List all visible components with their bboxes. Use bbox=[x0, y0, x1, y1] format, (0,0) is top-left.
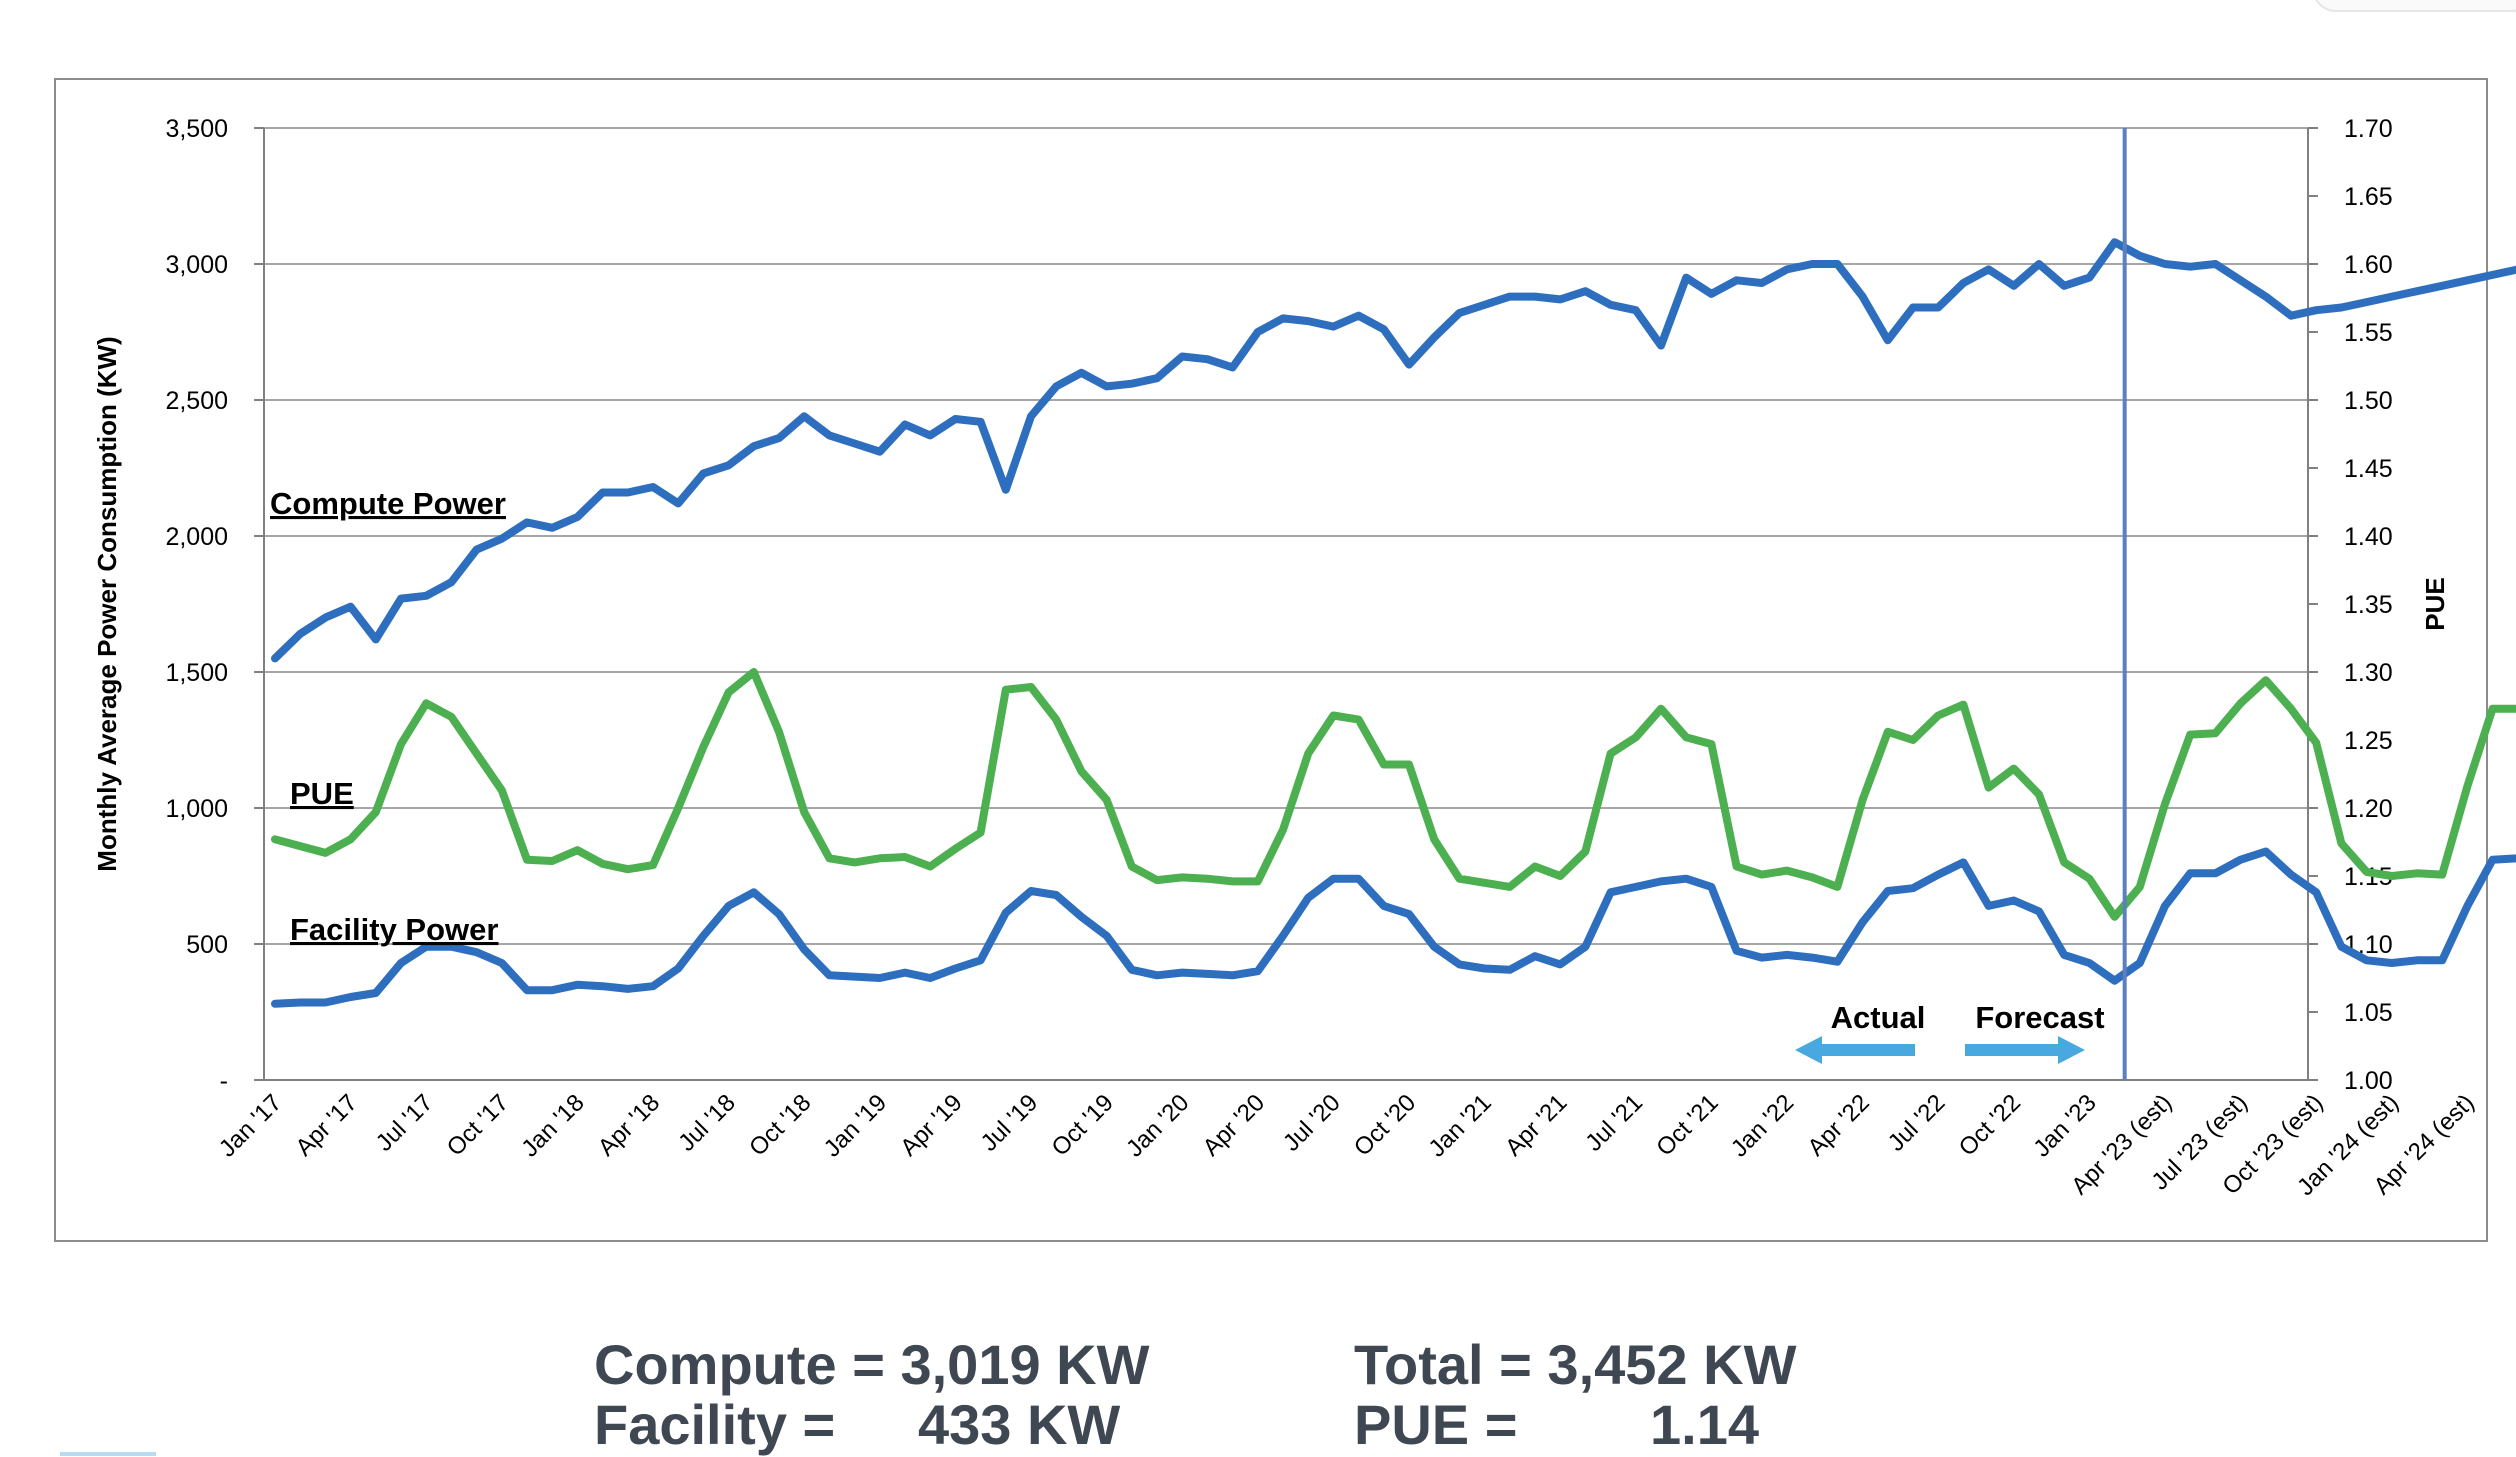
arrow-left-icon bbox=[1795, 1036, 1915, 1064]
right-axis-title: PUE bbox=[2420, 577, 2450, 630]
x-tick-label: Jul '20 bbox=[1278, 1089, 1346, 1157]
pue-label: PUE bbox=[290, 776, 354, 811]
left-tick-label: - bbox=[220, 1067, 228, 1095]
x-tick-label: Apr '21 bbox=[1500, 1089, 1572, 1161]
x-tick-label: Jul '18 bbox=[673, 1089, 741, 1157]
x-tick-label: Jul '21 bbox=[1580, 1089, 1648, 1157]
x-tick-label: Jan '21 bbox=[1424, 1089, 1497, 1162]
x-tick-label: Apr '22 bbox=[1803, 1089, 1875, 1161]
compute-power-label: Compute Power bbox=[270, 486, 506, 521]
pue-line bbox=[271, 668, 2516, 921]
left-tick-label: 2,000 bbox=[165, 523, 228, 551]
x-tick-label: Jan '22 bbox=[1726, 1089, 1799, 1162]
x-tick-label: Apr '18 bbox=[593, 1089, 665, 1161]
right-tick-label: 1.45 bbox=[2344, 455, 2393, 483]
right-tick-label: 1.40 bbox=[2344, 523, 2393, 551]
axes: - 500 1,000 1,500 2,000 2,500 3,000 3,500 1.00 1.… bbox=[92, 115, 2480, 1201]
x-tick-label: Jan '17 bbox=[214, 1089, 287, 1162]
x-tick-label: Jul '19 bbox=[976, 1089, 1044, 1157]
right-tick-label: 1.55 bbox=[2344, 319, 2393, 347]
summary-compute: Compute = 3,019 KW bbox=[594, 1333, 1150, 1396]
right-tick-label: 1.00 bbox=[2344, 1067, 2393, 1095]
x-tick-label: Jul '17 bbox=[371, 1089, 439, 1157]
facility-power-line bbox=[271, 847, 2516, 1008]
x-tick-label: Jan '19 bbox=[819, 1089, 892, 1162]
left-axis-title: Monthly Average Power Consumption (KW) bbox=[92, 336, 122, 871]
x-tick-label: Jan '18 bbox=[516, 1089, 589, 1162]
left-tick-label: 3,500 bbox=[165, 115, 228, 143]
summary-facility-value: 433 KW bbox=[918, 1393, 1121, 1456]
right-tick-label: 1.50 bbox=[2344, 387, 2393, 415]
right-tick-label: 1.20 bbox=[2344, 795, 2393, 823]
summary-total: Total = 3,452 KW bbox=[1354, 1333, 1797, 1396]
compute-power-line bbox=[271, 238, 2516, 663]
x-tick-label: Apr '19 bbox=[895, 1089, 967, 1161]
right-tick-label: 1.30 bbox=[2344, 659, 2393, 687]
left-tick-label: 2,500 bbox=[165, 387, 228, 415]
summary-pue-value: 1.14 bbox=[1650, 1393, 1759, 1456]
actual-label: Actual bbox=[1831, 1000, 1926, 1035]
summary-pue-label: PUE = bbox=[1354, 1393, 1518, 1456]
x-tick-label: Jan '23 bbox=[2028, 1089, 2101, 1162]
x-tick-label: Oct '19 bbox=[1047, 1089, 1119, 1161]
left-tick-label: 1,000 bbox=[165, 795, 228, 823]
x-tick-label: Oct '17 bbox=[442, 1089, 514, 1161]
x-tick-label: Apr '20 bbox=[1198, 1089, 1270, 1161]
x-tick-label: Jan '20 bbox=[1121, 1089, 1194, 1162]
x-tick-label: Oct '21 bbox=[1651, 1089, 1723, 1161]
x-tick-label: Oct '20 bbox=[1349, 1089, 1421, 1161]
right-tick-label: 1.35 bbox=[2344, 591, 2393, 619]
right-tick-label: 1.70 bbox=[2344, 115, 2393, 143]
x-tick-label: Apr '17 bbox=[291, 1089, 363, 1161]
bottom-decoration bbox=[60, 1452, 156, 1456]
x-tick-label: Oct '18 bbox=[744, 1089, 816, 1161]
left-tick-label: 1,500 bbox=[165, 659, 228, 687]
right-tick-label: 1.65 bbox=[2344, 183, 2393, 211]
chart-frame bbox=[54, 78, 2488, 1242]
right-tick-label: 1.25 bbox=[2344, 727, 2393, 755]
arrow-right-icon bbox=[1965, 1036, 2085, 1064]
chart-labels: Compute Power PUE Facility Power Actual Fore… bbox=[270, 486, 2105, 1064]
right-tick-label: 1.60 bbox=[2344, 251, 2393, 279]
left-tick-label: 500 bbox=[186, 931, 228, 959]
left-tick-label: 3,000 bbox=[165, 251, 228, 279]
facility-power-label: Facility Power bbox=[290, 912, 498, 947]
x-tick-label: Oct '22 bbox=[1954, 1089, 2026, 1161]
forecast-label: Forecast bbox=[1975, 1000, 2104, 1035]
summary-facility-label: Facility = bbox=[594, 1393, 836, 1456]
power-consumption-chart: - 500 1,000 1,500 2,000 2,500 3,000 3,500 1.00 1.… bbox=[92, 115, 2516, 1201]
right-tick-label: 1.05 bbox=[2344, 999, 2393, 1027]
x-tick-label: Jul '22 bbox=[1883, 1089, 1951, 1157]
series-lines bbox=[271, 128, 2516, 1080]
